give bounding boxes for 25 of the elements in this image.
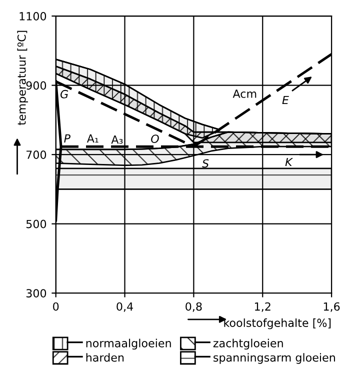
annotation: A₁ — [86, 134, 98, 142]
legend-label: harden — [86, 353, 124, 362]
x-tick-label: 0,8 — [186, 302, 202, 312]
y-tick-label: 1100 — [20, 12, 46, 20]
legend-label: spanningsarm gloeien — [214, 353, 335, 364]
x-tick-label: 0 — [53, 302, 59, 311]
y-axis-title: temperatuur [ºC] — [17, 30, 28, 126]
annotation: K — [285, 158, 294, 166]
legend-label: zachtgloeien — [213, 338, 283, 350]
annotation: Acm — [232, 90, 256, 98]
x-axis-title: koolstofgehalte [%] — [224, 318, 331, 330]
annotation: A₃ — [111, 135, 123, 144]
annotation: G — [60, 90, 68, 98]
y-tick-label: 300 — [26, 289, 46, 298]
y-tick-label: 500 — [26, 220, 46, 228]
y-tick-label: 700 — [26, 150, 46, 159]
x-tick-label: 1,2 — [255, 302, 270, 312]
x-tick-label: 1,6 — [324, 302, 340, 312]
annotation: O — [151, 134, 159, 144]
x-tick-label: 0,4 — [116, 302, 133, 312]
y-tick-label: 900 — [26, 81, 46, 90]
annotation: S — [202, 159, 209, 168]
annotation: E — [282, 96, 289, 104]
annotation: P — [64, 134, 70, 142]
legend-label: normaalgloeien — [86, 338, 171, 350]
